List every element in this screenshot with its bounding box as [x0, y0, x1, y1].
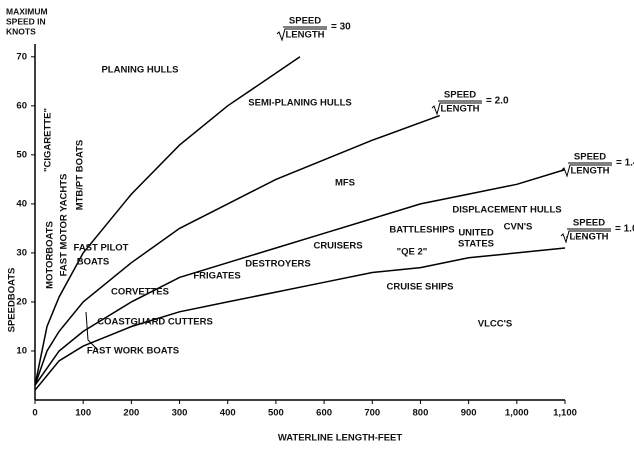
- annotation: SPEEDBOATS: [7, 268, 18, 333]
- root-sign: [431, 102, 482, 116]
- annotation: "QE 2": [397, 247, 428, 258]
- ratio-denominator: LENGTH: [569, 232, 608, 243]
- y-axis-label: KNOTS: [6, 26, 36, 36]
- x-tick-label: 300: [172, 408, 188, 419]
- y-axis-label: MAXIMUM: [6, 6, 48, 16]
- annotation: STATES: [458, 239, 494, 250]
- curve: [34, 56, 301, 386]
- annotation: CRUISE SHIPS: [386, 282, 453, 293]
- annotation: FAST WORK BOATS: [87, 346, 179, 357]
- annotation: DISPLACEMENT HULLS: [452, 205, 561, 216]
- annotation: UNITED: [458, 228, 494, 239]
- annotation: BOATS: [77, 257, 110, 268]
- y-tick-label: 40: [16, 198, 27, 209]
- y-tick-label: 10: [16, 345, 27, 356]
- curve: [34, 114, 440, 386]
- ratio-denominator: LENGTH: [440, 104, 479, 115]
- y-tick-label: 70: [16, 51, 27, 62]
- series-label: = 2.0: [486, 96, 509, 107]
- annotation: "CIGARETTE": [43, 108, 54, 172]
- annotation: FRIGATES: [193, 271, 240, 282]
- curve: [34, 168, 566, 386]
- annotation: FAST MOTOR YACHTS: [59, 174, 70, 277]
- x-tick-label: 0: [32, 408, 37, 419]
- ratio-numerator: SPEED: [289, 16, 321, 27]
- annotation: DESTROYERS: [245, 259, 310, 270]
- annotation: CVN'S: [504, 222, 533, 233]
- y-axis-label: SPEED IN: [6, 16, 46, 26]
- ratio-numerator: SPEED: [574, 152, 606, 163]
- y-tick-label: 60: [16, 100, 27, 111]
- annotation: CORVETTES: [111, 287, 169, 298]
- x-tick-label: 1,100: [553, 408, 577, 419]
- root-sign: [276, 28, 327, 42]
- annotation: MFS: [335, 178, 355, 189]
- x-tick-label: 800: [413, 408, 429, 419]
- leader: [85, 311, 99, 351]
- x-tick-label: 1,000: [505, 408, 529, 419]
- annotation: MOTORBOATS: [45, 221, 56, 289]
- annotation: PLANING HULLS: [101, 65, 178, 76]
- annotation: CRUISERS: [313, 241, 362, 252]
- x-tick-label: 700: [364, 408, 380, 419]
- x-axis-label: WATERLINE LENGTH-FEET: [278, 433, 403, 444]
- x-tick-label: 200: [123, 408, 139, 419]
- ratio-numerator: SPEED: [444, 90, 476, 101]
- y-tick-label: 50: [16, 149, 27, 160]
- annotation: VLCC'S: [478, 319, 512, 330]
- root-sign: [561, 164, 612, 178]
- annotation: BATTLESHIPS: [389, 225, 454, 236]
- annotation: FAST PILOT: [74, 243, 129, 254]
- x-tick-label: 600: [316, 408, 332, 419]
- x-tick-label: 400: [220, 408, 236, 419]
- ratio-denominator: LENGTH: [570, 166, 609, 177]
- x-tick-label: 900: [461, 408, 477, 419]
- curve: [34, 247, 566, 391]
- y-tick-label: 30: [16, 247, 27, 258]
- annotation: COASTGUARD CUTTERS: [97, 317, 213, 328]
- x-tick-label: 100: [75, 408, 91, 419]
- annotation: MTB/PT BOATS: [75, 140, 86, 211]
- ratio-numerator: SPEED: [573, 218, 605, 229]
- series-label: = 30: [331, 22, 351, 33]
- y-tick-label: 20: [16, 296, 27, 307]
- root-sign: [560, 230, 611, 244]
- series-label: = 1.4: [616, 158, 634, 169]
- ratio-denominator: LENGTH: [285, 30, 324, 41]
- series-label: = 1.0: [615, 224, 634, 235]
- x-tick-label: 500: [268, 408, 284, 419]
- annotation: SEMI-PLANING HULLS: [248, 98, 351, 109]
